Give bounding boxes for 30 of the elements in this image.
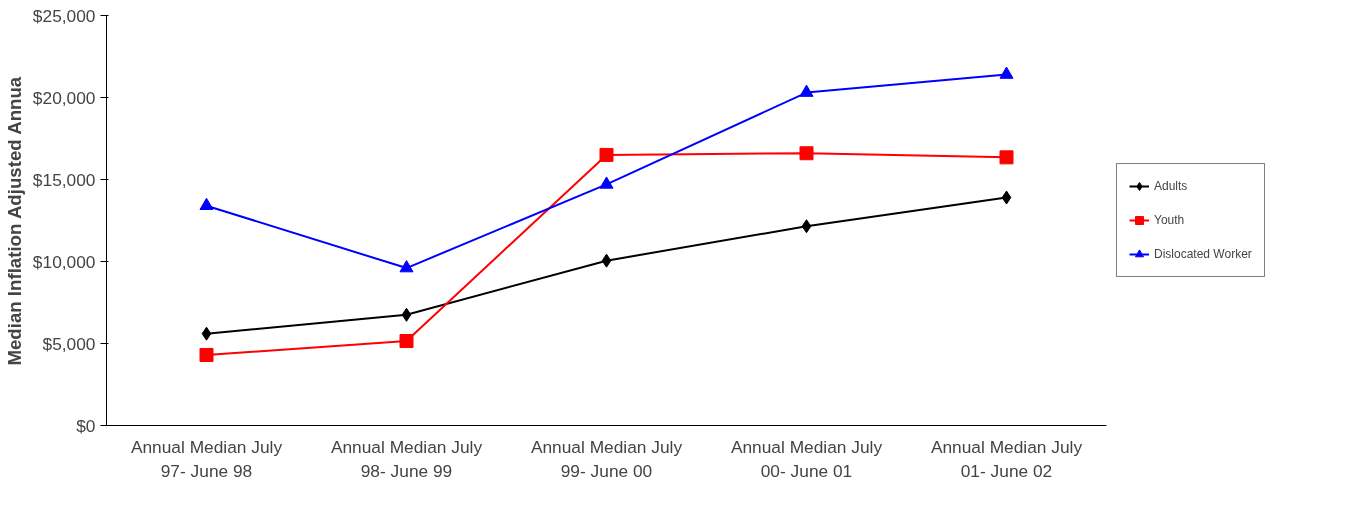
point: [801, 219, 812, 234]
point: [199, 197, 214, 210]
point: [599, 176, 614, 189]
legend-label: Youth: [1154, 213, 1185, 227]
point: [399, 334, 414, 349]
x-tick-label: Annual Median July 00- June 01: [730, 436, 883, 481]
point: [799, 146, 814, 161]
x-tick-label: Annual Median July 97- June 98: [130, 436, 283, 481]
point: [799, 84, 814, 97]
point: [1001, 190, 1012, 205]
y-axis-title: Median Inflation Adjusted Annua: [3, 76, 25, 366]
legend-label: Dislocated Worker: [1154, 247, 1252, 261]
y-tick-label: $15,000: [32, 169, 96, 190]
point: [999, 66, 1014, 79]
x-tick-label: Annual Median July 99- June 00: [530, 436, 683, 481]
point: [399, 260, 414, 273]
legend-label: Adults: [1154, 179, 1188, 193]
point: [999, 150, 1014, 165]
point: [599, 147, 614, 162]
x-tick-label: Annual Median July 98- June 99: [330, 436, 483, 481]
y-tick-label: $10,000: [32, 251, 96, 272]
point: [199, 347, 214, 362]
point: [601, 253, 612, 268]
y-tick-label: $5,000: [42, 333, 96, 354]
point: [201, 326, 212, 341]
y-tick-label: $25,000: [32, 5, 96, 26]
y-tick-label: $20,000: [32, 87, 96, 108]
x-tick-label: Annual Median July 01- June 02: [930, 436, 1083, 481]
point: [401, 307, 412, 322]
y-tick-label: $0: [76, 415, 96, 436]
